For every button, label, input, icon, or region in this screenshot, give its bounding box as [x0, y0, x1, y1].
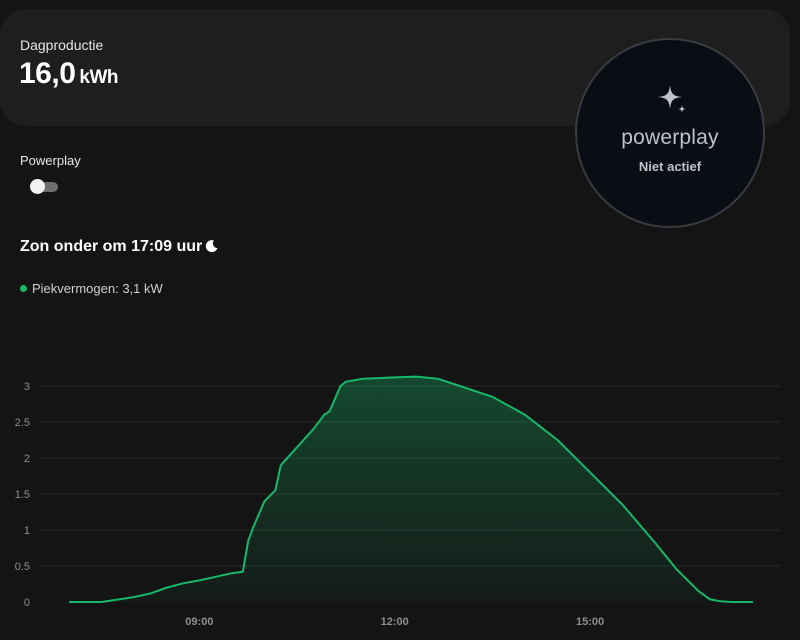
toggle-track — [34, 182, 58, 192]
sunset-text: Zon onder om 17:09 uur — [20, 238, 203, 255]
y-tick-label: 2.5 — [15, 417, 30, 429]
x-tick-label: 09:00 — [185, 616, 213, 628]
production-label: Dagproductie — [20, 37, 104, 53]
x-tick-label: 15:00 — [576, 616, 604, 628]
x-axis-ticks: 09:00 12:00 15:00 — [185, 616, 604, 628]
chart-legend: Piekvermogen: 3,1 kW — [20, 281, 163, 296]
powerplay-toggle[interactable] — [30, 179, 58, 194]
production-unit: kWh — [79, 67, 118, 88]
x-tick-label: 12:00 — [381, 616, 409, 628]
moon-icon — [206, 240, 218, 253]
y-tick-label: 0 — [24, 597, 30, 609]
y-tick-label: 1.5 — [15, 489, 30, 501]
legend-dot — [20, 285, 27, 292]
legend-label: Piekvermogen: 3,1 kW — [32, 281, 163, 296]
y-tick-label: 3 — [24, 381, 30, 393]
sparkle-icon — [658, 85, 686, 113]
y-axis-ticks: 0 0.5 1 1.5 2 2.5 3 — [15, 381, 30, 609]
y-tick-label: 0.5 — [15, 561, 30, 573]
sunset-heading: Zon onder om 17:09 uur — [20, 238, 219, 256]
production-amount: 16,0 — [19, 57, 76, 90]
y-tick-label: 2 — [24, 453, 30, 465]
powerplay-toggle-label: Powerplay — [20, 153, 81, 168]
series-line — [69, 375, 753, 603]
toggle-knob — [30, 179, 45, 194]
production-value: 16,0 kWh — [19, 57, 118, 91]
powerplay-brand: powerplay — [621, 126, 719, 149]
y-tick-label: 1 — [24, 525, 30, 537]
power-chart: 0 0.5 1 1.5 2 2.5 3 09:00 12:00 15:00 — [15, 375, 780, 628]
series-area — [69, 376, 753, 602]
powerplay-status-circle[interactable]: powerplay Niet actief — [575, 38, 765, 228]
powerplay-status: Niet actief — [638, 159, 702, 174]
